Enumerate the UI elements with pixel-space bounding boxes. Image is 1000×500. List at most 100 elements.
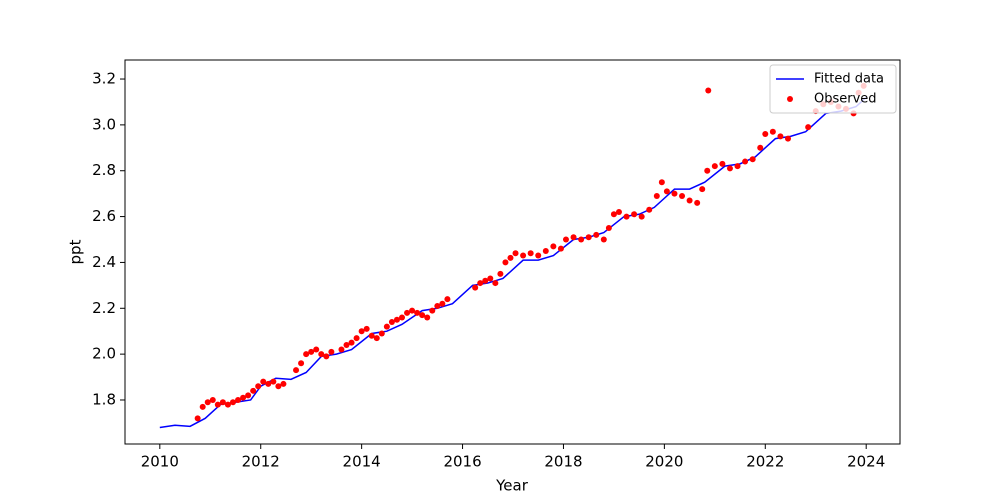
observed-point: [424, 314, 431, 321]
observed-point: [260, 378, 267, 385]
observed-point: [600, 236, 607, 243]
observed-point: [653, 192, 660, 199]
observed-point: [399, 314, 406, 321]
observed-point: [404, 309, 411, 316]
observed-point: [704, 167, 711, 174]
observed-point: [429, 307, 436, 314]
observed-point: [605, 225, 612, 232]
observed-point: [414, 309, 421, 316]
observed-point: [383, 323, 390, 330]
observed-point: [777, 133, 784, 140]
observed-point: [769, 128, 776, 135]
x-tick-label: 2022: [746, 453, 784, 471]
observed-point: [699, 186, 706, 193]
observed-point: [255, 383, 262, 390]
observed-point: [219, 399, 226, 406]
observed-point: [280, 380, 287, 387]
observed-point: [214, 401, 221, 408]
observed-point: [663, 188, 670, 195]
observed-point: [378, 330, 385, 337]
observed-point: [409, 307, 416, 314]
observed-point: [557, 245, 564, 252]
observed-point: [419, 312, 426, 319]
observed-point: [275, 383, 282, 390]
observed-point: [444, 296, 451, 303]
observed-point: [363, 325, 370, 332]
y-axis-label: ppt: [67, 239, 85, 264]
observed-point: [705, 87, 712, 94]
observed-point: [502, 259, 509, 266]
observed-point: [742, 158, 749, 165]
observed-point: [784, 135, 791, 142]
x-tick-label: 2020: [645, 453, 683, 471]
observed-point: [487, 275, 494, 282]
observed-point: [578, 236, 585, 243]
observed-point: [338, 346, 345, 353]
x-tick-label: 2018: [544, 453, 582, 471]
observed-point: [550, 243, 557, 250]
observed-point: [199, 403, 206, 410]
observed-point: [658, 179, 665, 186]
y-tick-label: 2.2: [92, 299, 116, 317]
observed-point: [204, 399, 211, 406]
y-tick-label: 2.8: [92, 161, 116, 179]
observed-point: [570, 234, 577, 241]
x-tick-label: 2012: [242, 453, 280, 471]
observed-point: [593, 231, 600, 238]
observed-point: [805, 124, 812, 131]
observed-point: [388, 319, 395, 326]
observed-point: [303, 351, 310, 358]
legend-label: Fitted data: [814, 72, 884, 87]
observed-point: [194, 415, 201, 422]
observed-point: [631, 211, 638, 218]
y-tick-label: 2.4: [92, 253, 116, 271]
observed-point: [393, 316, 400, 323]
legend-marker: [787, 96, 793, 102]
observed-point: [245, 392, 252, 399]
observed-point: [482, 277, 489, 284]
observed-point: [348, 339, 355, 346]
observed-point: [512, 250, 519, 257]
observed-point: [368, 332, 375, 339]
observed-point: [671, 190, 678, 197]
observed-point: [353, 335, 360, 342]
observed-point: [615, 208, 622, 215]
y-tick-label: 3.2: [92, 70, 116, 88]
observed-point: [749, 156, 756, 163]
observed-point: [224, 401, 231, 408]
observed-point: [734, 163, 741, 170]
observed-point: [265, 380, 272, 387]
x-tick-label: 2016: [443, 453, 481, 471]
observed-point: [298, 360, 305, 367]
observed-point: [694, 199, 701, 206]
observed-point: [623, 213, 630, 220]
observed-point: [240, 394, 247, 401]
x-tick-label: 2024: [847, 453, 885, 471]
observed-point: [726, 165, 733, 172]
legend-label: Observed: [814, 92, 877, 107]
observed-point: [762, 131, 769, 138]
observed-point: [235, 396, 242, 403]
observed-point: [535, 252, 542, 259]
observed-point: [527, 250, 534, 257]
observed-point: [313, 346, 320, 353]
observed-point: [507, 254, 514, 261]
x-tick-label: 2014: [343, 453, 381, 471]
observed-point: [328, 348, 335, 355]
observed-point: [343, 341, 350, 348]
x-axis-label: Year: [495, 477, 529, 495]
observed-point: [318, 351, 325, 358]
observed-point: [323, 353, 330, 360]
observed-point: [497, 270, 504, 277]
observed-point: [585, 234, 592, 241]
observed-point: [679, 192, 686, 199]
axes-frame: [124, 59, 901, 445]
observed-point: [477, 280, 484, 287]
observed-point: [638, 213, 645, 220]
observed-point: [439, 300, 446, 307]
observed-point: [250, 387, 257, 394]
observed-point: [520, 252, 527, 259]
x-tick-label: 2010: [141, 453, 179, 471]
observed-point: [686, 197, 693, 204]
